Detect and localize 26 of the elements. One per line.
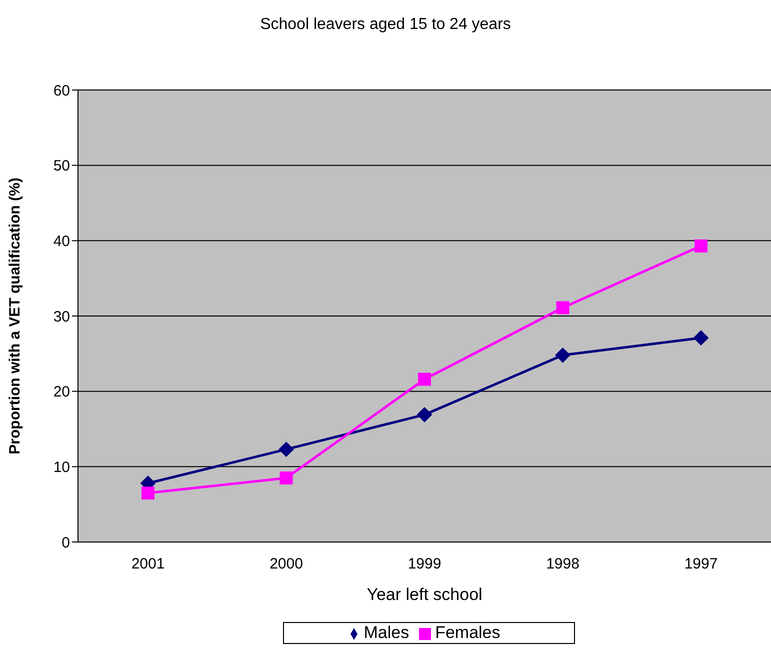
y-tick-label: 30 bbox=[53, 308, 70, 326]
y-tick-label: 60 bbox=[53, 82, 70, 100]
x-tick-label: 2000 bbox=[270, 556, 303, 573]
point bbox=[694, 239, 708, 252]
point bbox=[278, 442, 294, 457]
y-axis-title: Proportion with a VET qualification (%) bbox=[6, 178, 24, 454]
point bbox=[555, 348, 570, 363]
chart-title: School leavers aged 15 to 24 years bbox=[259, 15, 512, 35]
point bbox=[694, 330, 708, 346]
x-axis-title: Year left school bbox=[366, 585, 482, 604]
point bbox=[417, 407, 432, 422]
y-tick-label: 40 bbox=[53, 232, 70, 250]
x-tick-label: 1998 bbox=[546, 556, 580, 573]
point bbox=[556, 301, 570, 314]
point bbox=[418, 372, 431, 386]
point bbox=[142, 486, 154, 500]
y-tick-label: 50 bbox=[53, 158, 70, 175]
point bbox=[280, 471, 293, 484]
y-tick-label: 0 bbox=[62, 534, 70, 552]
x-tick-label: 1999 bbox=[408, 556, 442, 573]
legend-label: Males bbox=[364, 623, 410, 642]
y-tick-label: 20 bbox=[53, 384, 70, 401]
legend-label: Females bbox=[435, 623, 500, 642]
x-tick-label: 1997 bbox=[684, 556, 718, 573]
x-tick-label: 2001 bbox=[131, 556, 165, 573]
y-tick-label: 10 bbox=[53, 458, 70, 476]
